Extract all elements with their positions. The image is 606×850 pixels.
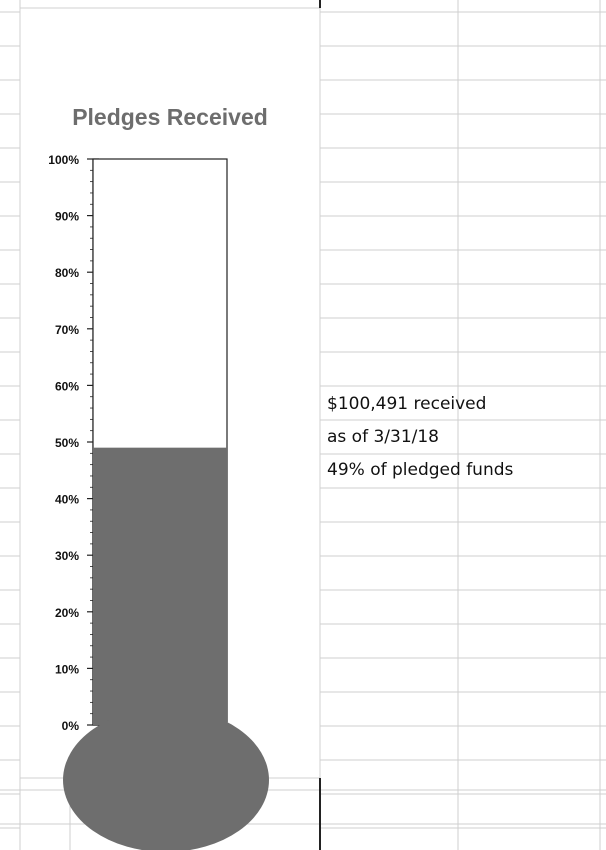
- y-tick-label: 80%: [55, 266, 79, 280]
- received-amount-text: $100,491 received: [327, 394, 487, 414]
- y-tick-label: 10%: [55, 662, 79, 676]
- y-tick-label: 70%: [55, 323, 79, 337]
- as-of-date-text: as of 3/31/18: [327, 427, 440, 447]
- y-tick-label: 60%: [55, 379, 79, 393]
- y-tick-label: 20%: [55, 606, 79, 620]
- y-tick-label: 100%: [48, 153, 79, 167]
- y-tick-label: 50%: [55, 436, 79, 450]
- pledge-fill-bar: [93, 447, 227, 725]
- thermometer-bulb: [63, 708, 269, 850]
- y-tick-label: 30%: [55, 549, 79, 563]
- chart-title: Pledges Received: [72, 104, 268, 130]
- y-tick-label: 0%: [62, 719, 80, 733]
- y-tick-label: 90%: [55, 210, 79, 224]
- y-tick-label: 40%: [55, 493, 79, 507]
- percent-pledged-text: 49% of pledged funds: [327, 460, 514, 480]
